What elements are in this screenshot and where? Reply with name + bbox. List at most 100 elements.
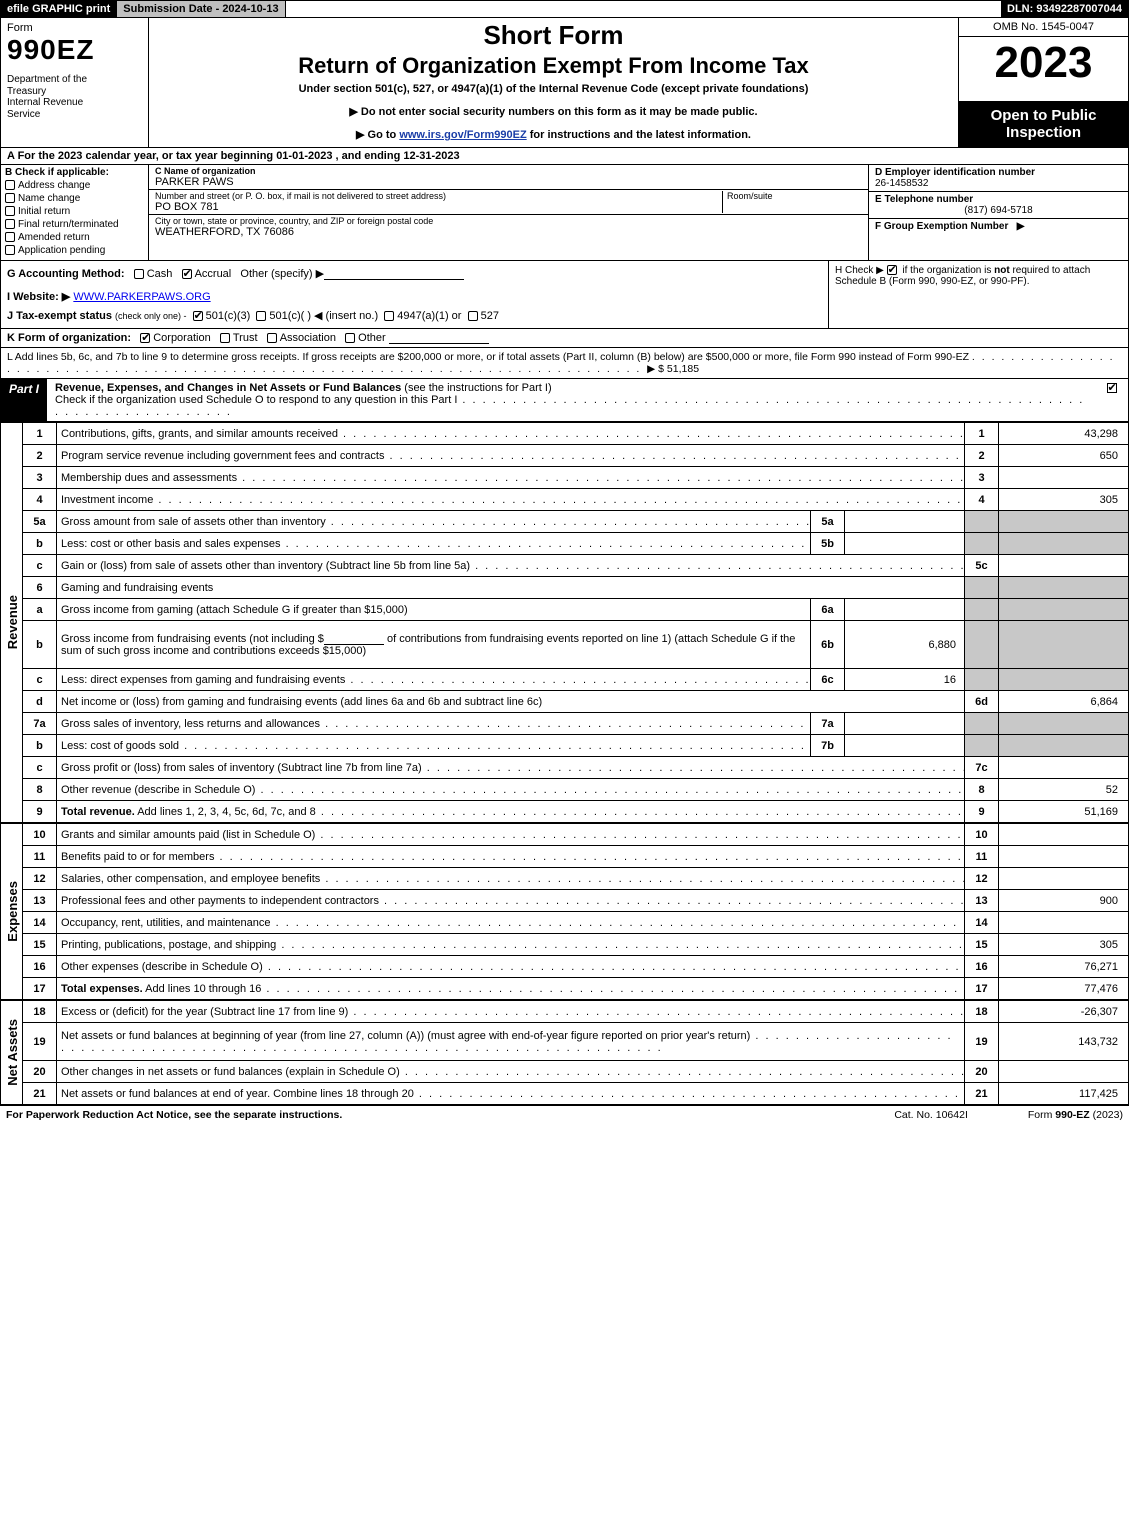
line-7b: bLess: cost of goods sold7b [1, 735, 1129, 757]
header-right: OMB No. 1545-0047 2023 Open to Public In… [958, 18, 1128, 147]
room-label: Room/suite [727, 191, 862, 201]
goto-post: for instructions and the latest informat… [527, 129, 751, 141]
box-c: C Name of organization PARKER PAWS Numbe… [149, 165, 868, 260]
line-7c: cGross profit or (loss) from sales of in… [1, 757, 1129, 779]
line-6a: aGross income from gaming (attach Schedu… [1, 599, 1129, 621]
omb-number: OMB No. 1545-0047 [959, 18, 1128, 37]
part-label: Part I [1, 379, 47, 421]
row-k: K Form of organization: Corporation Trus… [0, 329, 1129, 348]
line-5b: bLess: cost or other basis and sales exp… [1, 533, 1129, 555]
form-number: 990EZ [7, 34, 142, 66]
part1-checkbox-cell [1098, 379, 1128, 421]
line-7a: 7aGross sales of inventory, less returns… [1, 713, 1129, 735]
line-4: 4Investment income4305 [1, 489, 1129, 511]
warning-line: ▶ Do not enter social security numbers o… [159, 105, 948, 118]
chk-final-return[interactable]: Final return/terminated [5, 219, 144, 230]
short-form-title: Short Form [159, 20, 948, 51]
line-21: 21Net assets or fund balances at end of … [1, 1083, 1129, 1105]
form-header: Form 990EZ Department of theTreasuryInte… [0, 18, 1129, 148]
chk-schedule-o-part1[interactable] [1107, 383, 1117, 393]
tax-year: 2023 [959, 37, 1128, 85]
row-gh: G Accounting Method: Cash Accrual Other … [0, 261, 1129, 329]
line-5c: cGain or (loss) from sale of assets othe… [1, 555, 1129, 577]
street-value: PO BOX 781 [155, 201, 722, 213]
website-label: I Website: ▶ [7, 291, 70, 303]
ein-value: 26-1458532 [875, 178, 1122, 189]
net-assets-table: Net Assets 18Excess or (deficit) for the… [0, 1000, 1129, 1105]
ein-label: D Employer identification number [875, 167, 1122, 178]
k-label: K Form of organization: [7, 332, 131, 344]
chk-4947[interactable] [384, 311, 394, 321]
chk-application-pending[interactable]: Application pending [5, 245, 144, 256]
org-name-label: C Name of organization [155, 166, 862, 176]
phone-value: (817) 694-5718 [875, 205, 1122, 216]
submission-date: Submission Date - 2024-10-13 [117, 1, 285, 17]
revenue-table: Revenue 1Contributions, gifts, grants, a… [0, 422, 1129, 823]
line-1: Revenue 1Contributions, gifts, grants, a… [1, 423, 1129, 445]
line-12: 12Salaries, other compensation, and empl… [1, 868, 1129, 890]
street-label: Number and street (or P. O. box, if mail… [155, 191, 722, 201]
line-15: 15Printing, publications, postage, and s… [1, 934, 1129, 956]
l-text: L Add lines 5b, 6c, and 7b to line 9 to … [7, 351, 969, 363]
cat-no: Cat. No. 10642I [894, 1109, 968, 1121]
line-20: 20Other changes in net assets or fund ba… [1, 1061, 1129, 1083]
return-title: Return of Organization Exempt From Incom… [159, 53, 948, 79]
line-6: 6Gaming and fundraising events [1, 577, 1129, 599]
chk-other-org[interactable] [345, 333, 355, 343]
line-18: Net Assets 18Excess or (deficit) for the… [1, 1001, 1129, 1023]
city-label: City or town, state or province, country… [155, 216, 862, 226]
city-value: WEATHERFORD, TX 76086 [155, 226, 862, 238]
line-13: 13Professional fees and other payments t… [1, 890, 1129, 912]
phone-label: E Telephone number [875, 194, 1122, 205]
form-ref: Form 990-EZ (2023) [1028, 1109, 1123, 1121]
line-17: 17Total expenses. Add lines 10 through 1… [1, 978, 1129, 1000]
top-bar: efile GRAPHIC print Submission Date - 20… [0, 0, 1129, 18]
row-a-tax-year: A For the 2023 calendar year, or tax yea… [0, 148, 1129, 165]
chk-cash[interactable] [134, 269, 144, 279]
group-exemption-label: F Group Exemption Number [875, 221, 1008, 232]
form-title-block: Short Form Return of Organization Exempt… [149, 18, 958, 147]
box-h: H Check ▶ if the organization is not req… [828, 261, 1128, 328]
line-11: 11Benefits paid to or for members11 [1, 846, 1129, 868]
line-3: 3Membership dues and assessments3 [1, 467, 1129, 489]
part-1-header: Part I Revenue, Expenses, and Changes in… [0, 379, 1129, 422]
chk-name-change[interactable]: Name change [5, 193, 144, 204]
arrow-icon: ▶ [1017, 221, 1025, 232]
expenses-sideband: Expenses [1, 824, 23, 1000]
part-title: Revenue, Expenses, and Changes in Net As… [47, 379, 1098, 421]
chk-trust[interactable] [220, 333, 230, 343]
chk-amended-return[interactable]: Amended return [5, 232, 144, 243]
paperwork-notice: For Paperwork Reduction Act Notice, see … [6, 1109, 342, 1121]
chk-accrual[interactable] [182, 269, 192, 279]
netassets-sideband: Net Assets [1, 1001, 23, 1105]
line-2: 2Program service revenue including gover… [1, 445, 1129, 467]
line-8: 8Other revenue (describe in Schedule O)8… [1, 779, 1129, 801]
l-amount: ▶ $ 51,185 [647, 363, 699, 375]
line-19: 19Net assets or fund balances at beginni… [1, 1023, 1129, 1061]
line-9: 9Total revenue. Add lines 1, 2, 3, 4, 5c… [1, 801, 1129, 823]
accounting-method: G Accounting Method: Cash Accrual Other … [1, 261, 828, 328]
chk-527[interactable] [468, 311, 478, 321]
chk-schedule-b[interactable] [887, 265, 897, 275]
open-to-public: Open to Public Inspection [959, 101, 1128, 147]
dln-label: DLN: 93492287007044 [1001, 1, 1128, 17]
page-footer: For Paperwork Reduction Act Notice, see … [0, 1105, 1129, 1124]
line-6d: dNet income or (loss) from gaming and fu… [1, 691, 1129, 713]
other-specify-input[interactable] [324, 279, 464, 280]
section-subtitle: Under section 501(c), 527, or 4947(a)(1)… [159, 83, 948, 95]
department-label: Department of theTreasuryInternal Revenu… [7, 74, 142, 120]
j-label: J Tax-exempt status [7, 310, 112, 322]
line-10: Expenses 10Grants and similar amounts pa… [1, 824, 1129, 846]
org-name: PARKER PAWS [155, 176, 862, 188]
chk-501c3[interactable] [193, 311, 203, 321]
chk-corporation[interactable] [140, 333, 150, 343]
goto-pre: ▶ Go to [356, 129, 399, 141]
other-org-input[interactable] [389, 343, 489, 344]
website-link[interactable]: WWW.PARKERPAWS.ORG [73, 291, 210, 303]
chk-address-change[interactable]: Address change [5, 180, 144, 191]
chk-initial-return[interactable]: Initial return [5, 206, 144, 217]
chk-501c[interactable] [256, 311, 266, 321]
irs-link[interactable]: www.irs.gov/Form990EZ [399, 129, 526, 141]
box-def: D Employer identification number 26-1458… [868, 165, 1128, 260]
chk-association[interactable] [267, 333, 277, 343]
